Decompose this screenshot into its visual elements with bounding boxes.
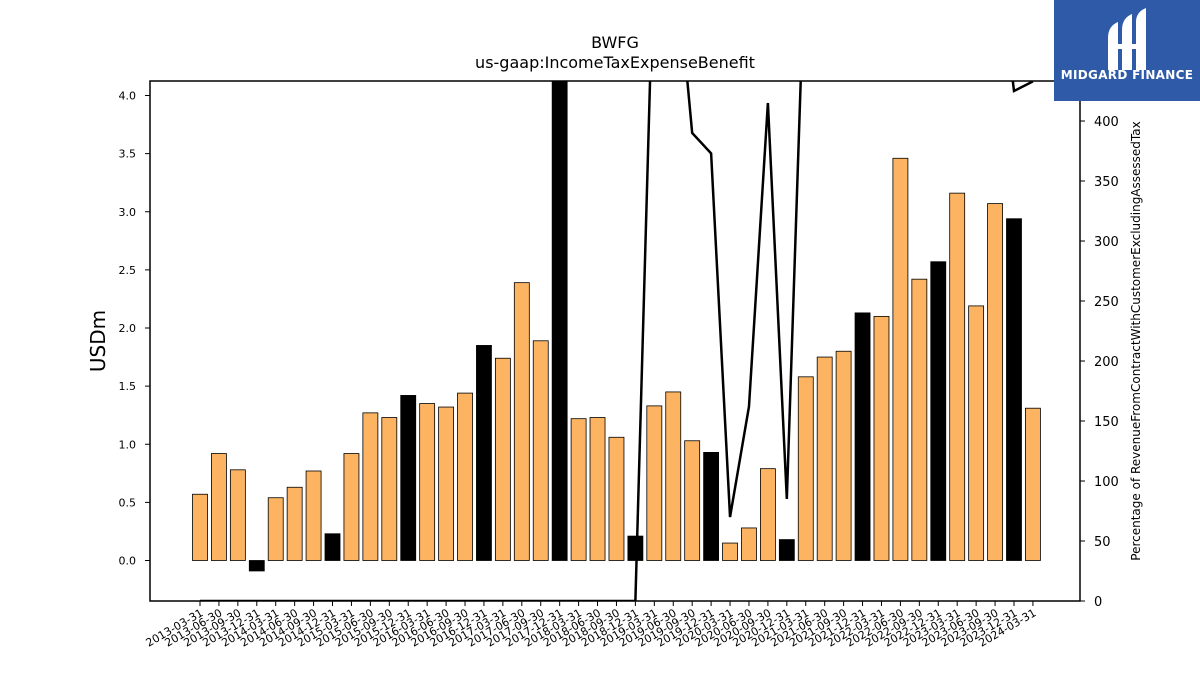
bar-2024-03-31	[1025, 407, 1041, 561]
y-tick-label: 3.5	[119, 148, 137, 161]
bar-2021-06-30	[816, 356, 833, 561]
bar-2017-12-31	[551, 81, 568, 561]
y-tick-label: 4.0	[119, 90, 137, 103]
y-tick-label: 2.5	[119, 264, 137, 277]
y2-tick-label: 50	[1094, 535, 1111, 550]
bar-2016-09-30	[457, 392, 473, 561]
bar-2017-03-31	[494, 357, 511, 561]
y2-tick-label: 350	[1094, 175, 1119, 190]
bar-2017-06-30	[513, 282, 530, 561]
bar-2023-09-30	[987, 203, 1003, 561]
bar-2017-09-30	[532, 340, 549, 561]
y2-tick-label: 250	[1094, 295, 1119, 310]
bar-2019-09-30	[684, 440, 701, 561]
bar-2013-03-31	[192, 493, 208, 561]
bar-2018-09-30	[608, 436, 625, 561]
bar-2019-03-31	[646, 405, 663, 561]
y-tick-label: 1.5	[119, 380, 137, 393]
chart-title: BWFG	[591, 33, 639, 52]
y2-tick-label: 200	[1094, 355, 1119, 370]
bar-2016-12-31	[476, 345, 492, 561]
y2-tick-label: 150	[1094, 415, 1119, 430]
bar-2014-06-30	[286, 486, 303, 561]
bar-2020-06-30	[741, 527, 757, 561]
bar-2014-12-31	[324, 533, 341, 561]
y-tick-label: 3.0	[119, 206, 137, 219]
bars-group	[192, 81, 1041, 572]
bar-2013-09-30	[229, 469, 246, 561]
y-tick-label: 1.0	[119, 438, 137, 451]
bar-2013-06-30	[211, 453, 227, 561]
bar-2022-06-30	[892, 157, 909, 561]
y-tick-label: 0.0	[119, 555, 137, 568]
bar-2015-06-30	[362, 412, 379, 561]
y2-tick-label: 300	[1094, 235, 1119, 250]
y-axis-label-right: Percentage of RevenueFromContractWithCus…	[1129, 121, 1143, 560]
bar-2021-03-31	[797, 376, 814, 561]
bar-2016-03-31	[419, 403, 436, 561]
bar-2020-12-31	[778, 539, 795, 561]
x-axis: 2013-03-312013-06-302013-09-302013-12-31…	[144, 601, 1038, 650]
y-tick-label: 2.0	[119, 322, 137, 335]
bar-2022-09-30	[911, 278, 928, 561]
bar-2020-03-31	[722, 542, 738, 561]
bar-2018-03-31	[570, 418, 587, 561]
bar-2021-09-30	[835, 350, 852, 561]
bar-2013-12-31	[248, 560, 265, 572]
y-axis-right: 0 50 100 150 200 250 300 350 400	[1080, 115, 1119, 610]
bar-2022-12-31	[930, 261, 947, 561]
midgard-logo-icon	[1108, 8, 1146, 70]
bar-2014-09-30	[305, 470, 322, 561]
bar-2015-03-31	[343, 453, 360, 561]
y-axis-label-left: USDm	[86, 310, 110, 372]
bar-2022-03-31	[873, 315, 890, 561]
midgard-logo: MIDGARD FINANCE	[1054, 0, 1200, 101]
bar-2015-12-31	[400, 395, 417, 561]
plot-frame	[149, 80, 1081, 602]
y-tick-label: 0.5	[119, 496, 137, 509]
bar-2020-09-30	[760, 468, 776, 561]
bar-2019-12-31	[703, 451, 720, 561]
bar-2018-06-30	[589, 417, 606, 561]
bar-2016-06-30	[438, 406, 454, 561]
logo-text: MIDGARD FINANCE	[1060, 68, 1194, 82]
bar-2023-12-31	[1006, 218, 1022, 561]
chart-subtitle: us-gaap:IncomeTaxExpenseBenefit	[475, 53, 755, 72]
y2-tick-label: 100	[1094, 475, 1119, 490]
y2-tick-label: 0	[1094, 595, 1102, 610]
y-axis-left: 0.0 0.5 1.0 1.5 2.0 2.5 3.0 3.5 4.0	[119, 90, 150, 568]
y2-tick-label: 400	[1094, 115, 1119, 130]
bar-2023-03-31	[949, 192, 966, 561]
bar-2023-06-30	[968, 305, 985, 561]
bar-2021-12-31	[854, 312, 871, 561]
bar-2019-06-30	[665, 391, 682, 561]
bar-2015-09-30	[381, 417, 398, 561]
bar-2014-03-31	[267, 497, 284, 561]
